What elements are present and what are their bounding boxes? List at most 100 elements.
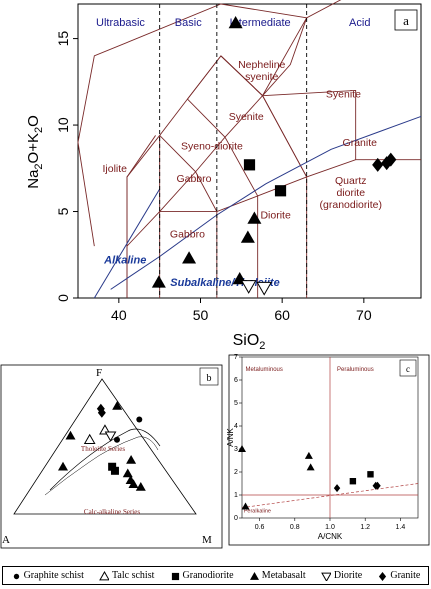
data-point [128, 479, 139, 489]
field-label: Calc-alkaline Series [84, 508, 140, 516]
x-tick-label: 1.0 [325, 524, 335, 531]
tholeiite-boundary [49, 428, 161, 491]
y-tick-label: 6 [234, 377, 238, 384]
y-tick-label: 0 [234, 515, 238, 522]
panel-b: b A F M Tholeiite Series Calc-alkaline Serie… [0, 364, 223, 549]
legend: Graphite schist Talc schist Granodiorite Me… [2, 566, 429, 585]
data-point [65, 430, 76, 440]
field-label: Peraluminous [337, 367, 374, 373]
data-point [240, 230, 255, 243]
data-point [151, 275, 166, 288]
data-point [306, 463, 315, 471]
y-tick-label: 15 [55, 31, 71, 47]
panel-b-points [58, 401, 146, 491]
legend-item: Granite [377, 570, 420, 581]
data-point [136, 416, 143, 423]
data-point [182, 251, 197, 264]
field-boundary-52 [159, 135, 218, 298]
x-tick-label: 1.4 [396, 524, 406, 531]
legend-marker [171, 572, 179, 580]
afm-triangle: A F M Tholeiite Series Calc-alkaline Series [2, 367, 212, 546]
legend-item: Metabasalt [249, 570, 306, 581]
y-tick-label: 0 [55, 294, 71, 302]
panel-b-tag-box [199, 367, 219, 386]
panel-b-frame [0, 364, 223, 549]
field-label: Metaluminous [246, 367, 283, 373]
legend-label: Metabasalt [261, 570, 306, 581]
alkaline-divider-lower [93, 188, 161, 299]
panel-c: c 0.6 0.8 1.0 1.2 1.4 0 1 2 3 4 5 6 7 A/CNK A/NK Metalu… [226, 354, 430, 546]
legend-label: Granite [390, 570, 421, 581]
open-inverted-triangle-icon [320, 572, 331, 581]
data-point [304, 451, 313, 459]
field-boundary-foid [126, 135, 156, 247]
data-point [58, 461, 68, 471]
legend-label: Talc schist [112, 570, 155, 581]
x-tick-label: 0.6 [255, 524, 265, 531]
legend-label: Diorite [333, 570, 363, 581]
x-tick-label: 40 [111, 307, 127, 323]
tas-field-boundaries [77, 0, 422, 299]
field-label: Nepheline syenite [238, 59, 285, 83]
x-axis-title: SiO2 [233, 332, 266, 352]
data-point [112, 401, 123, 410]
y-axis-title: Na2O+K2O [25, 115, 45, 189]
panel-c-tag: c [406, 364, 410, 374]
data-point [333, 484, 341, 493]
data-point [126, 455, 137, 464]
x-tick-label: 70 [356, 307, 372, 323]
data-point [228, 16, 243, 29]
region-label: Basic [175, 17, 202, 29]
field-label: Granite [343, 137, 378, 149]
alkaline-subalkaline-divider [110, 115, 422, 290]
field-label: Ijolite [102, 163, 127, 175]
panel-a: Ultrabasic Basic Intermediate Acid Nephelin… [25, 0, 422, 352]
data-point [108, 462, 117, 471]
x-tick-label: 0.8 [290, 524, 300, 531]
panel-a-tag: a [403, 13, 409, 28]
vertex-label-a: A [2, 534, 10, 546]
legend-item: Graphite schist [11, 570, 84, 581]
legend-item: Granodiorite [170, 570, 234, 581]
field-boundary-69 [262, 89, 357, 160]
data-point [114, 436, 120, 443]
data-point [241, 502, 250, 510]
y-tick-label: 1 [234, 492, 238, 499]
open-triangle-icon [99, 570, 110, 580]
panel-c-points [238, 445, 381, 510]
field-labels: Nepheline syenite Syenite Syenite Syeno-dior… [102, 59, 382, 289]
legend-marker [320, 572, 331, 581]
data-point [256, 281, 273, 296]
data-point [83, 433, 96, 444]
x-tick-label: 50 [193, 307, 209, 323]
data-point [122, 468, 133, 478]
panel-c-frame [228, 354, 430, 546]
data-point [367, 471, 374, 478]
field-label: Peralkaline [244, 508, 271, 514]
filled-circle-icon [13, 573, 19, 579]
field-outline-left [77, 3, 307, 247]
legend-marker [249, 571, 259, 580]
panel-c-tag-box [399, 359, 417, 377]
y-axis-title: A/NK [226, 428, 235, 447]
legend-item: Talc schist [99, 570, 154, 581]
data-point [135, 482, 146, 491]
vertex-label-m: M [202, 534, 212, 546]
panel-a-points [151, 16, 397, 296]
field-boundary-diag [159, 17, 308, 212]
data-point [349, 478, 357, 485]
field-boundary-mid [126, 159, 421, 298]
panel-b-tag: b [207, 373, 212, 384]
panel-c-plot: 0.6 0.8 1.0 1.2 1.4 0 1 2 3 4 5 6 7 A/CNK A/NK Metalumi… [226, 354, 419, 541]
data-point [110, 466, 119, 475]
region-label: Intermediate [230, 17, 291, 29]
field-boundary-57 [187, 98, 259, 298]
field-boundary-syenite [187, 55, 308, 178]
field-label: Tholeiite Series [81, 445, 125, 453]
panel-a-frame [77, 3, 422, 299]
filled-triangle-icon [249, 571, 259, 580]
data-point [385, 152, 397, 167]
data-point [104, 431, 117, 442]
data-point [374, 481, 381, 490]
data-point [372, 157, 384, 172]
